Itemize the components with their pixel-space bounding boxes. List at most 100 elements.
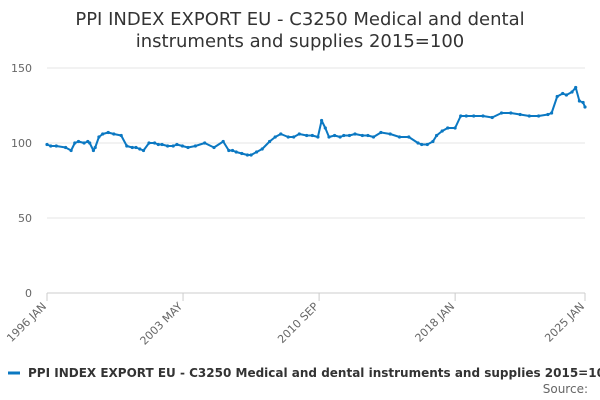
data-point[interactable] (388, 132, 392, 136)
data-point[interactable] (564, 93, 569, 97)
data-point[interactable] (171, 144, 175, 148)
data-point[interactable] (130, 145, 134, 150)
data-point[interactable] (153, 141, 157, 145)
data-point[interactable] (175, 142, 179, 147)
data-point[interactable] (69, 148, 73, 153)
data-point[interactable] (166, 144, 170, 148)
data-point[interactable] (49, 144, 53, 148)
data-point[interactable] (555, 94, 559, 99)
data-point[interactable] (453, 126, 457, 130)
chart-title-line-2: instruments and supplies 2015=100 (136, 31, 464, 52)
data-point[interactable] (333, 133, 337, 138)
data-point[interactable] (221, 139, 225, 144)
data-point[interactable] (273, 135, 277, 139)
data-point[interactable] (305, 133, 309, 138)
y-tick-label: 0 (25, 287, 32, 300)
data-point[interactable] (490, 115, 494, 120)
data-point[interactable] (416, 141, 420, 145)
data-point[interactable] (260, 147, 264, 151)
data-point[interactable] (472, 114, 476, 118)
data-point[interactable] (76, 139, 81, 144)
data-point[interactable] (141, 148, 146, 153)
data-point[interactable] (583, 105, 587, 109)
data-point[interactable] (327, 135, 331, 139)
data-point[interactable] (106, 130, 110, 135)
data-point[interactable] (212, 145, 216, 150)
data-point[interactable] (112, 132, 116, 136)
data-point[interactable] (234, 150, 238, 154)
data-point[interactable] (279, 132, 283, 136)
data-point[interactable] (93, 145, 97, 150)
data-point[interactable] (180, 144, 184, 148)
data-point[interactable] (134, 145, 138, 150)
data-point[interactable] (561, 91, 565, 96)
data-point[interactable] (574, 85, 578, 90)
data-point[interactable] (440, 129, 444, 133)
data-point[interactable] (397, 135, 402, 139)
data-point[interactable] (97, 135, 101, 139)
data-point[interactable] (320, 118, 324, 123)
data-point[interactable] (581, 100, 585, 105)
data-point[interactable] (338, 135, 342, 139)
data-point[interactable] (255, 150, 259, 154)
data-point[interactable] (379, 130, 383, 135)
data-point[interactable] (268, 139, 272, 144)
data-point[interactable] (292, 135, 296, 139)
data-point[interactable] (546, 112, 550, 117)
data-point[interactable] (435, 133, 439, 138)
data-point[interactable] (360, 133, 364, 138)
data-point[interactable] (353, 132, 357, 136)
data-point[interactable] (156, 142, 160, 147)
data-point[interactable] (138, 147, 142, 151)
x-tick-label: 2003 MAY (138, 300, 186, 348)
data-point[interactable] (371, 135, 376, 139)
data-point[interactable] (54, 144, 58, 148)
data-point[interactable] (88, 141, 92, 145)
data-point[interactable] (310, 133, 314, 138)
data-point[interactable] (527, 114, 531, 118)
data-point[interactable] (45, 142, 49, 147)
data-point[interactable] (481, 114, 485, 118)
data-point[interactable] (577, 99, 582, 103)
data-point[interactable] (82, 141, 86, 145)
data-point[interactable] (446, 126, 450, 130)
data-point[interactable] (464, 114, 468, 118)
data-point[interactable] (73, 141, 77, 145)
data-point[interactable] (570, 90, 574, 94)
data-point[interactable] (101, 132, 105, 136)
data-point[interactable] (186, 145, 190, 150)
data-point[interactable] (316, 135, 320, 139)
data-point[interactable] (64, 145, 68, 150)
data-point[interactable] (193, 144, 197, 148)
data-point[interactable] (509, 111, 513, 115)
data-point[interactable] (407, 135, 411, 139)
data-point[interactable] (91, 148, 95, 153)
data-point[interactable] (240, 151, 244, 156)
data-point[interactable] (431, 139, 435, 144)
data-point[interactable] (550, 111, 554, 115)
data-point[interactable] (420, 142, 424, 147)
data-point[interactable] (347, 133, 351, 138)
data-point[interactable] (297, 132, 301, 136)
data-point[interactable] (249, 153, 253, 157)
data-point[interactable] (160, 142, 164, 147)
data-point[interactable] (125, 144, 129, 148)
data-point[interactable] (245, 153, 249, 157)
data-point[interactable] (366, 133, 370, 138)
data-point[interactable] (518, 112, 522, 117)
data-point[interactable] (119, 133, 123, 138)
data-point[interactable] (323, 126, 327, 130)
data-point[interactable] (286, 135, 290, 139)
y-tick-label: 50 (18, 212, 32, 225)
x-tick-label: 1996 JAN (4, 300, 49, 345)
data-point[interactable] (459, 114, 463, 118)
legend-label[interactable]: PPI INDEX EXPORT EU - C3250 Medical and … (28, 366, 600, 380)
data-point[interactable] (425, 142, 429, 147)
data-point[interactable] (203, 141, 207, 145)
data-point[interactable] (342, 133, 346, 138)
data-point[interactable] (227, 148, 231, 153)
data-point[interactable] (499, 111, 504, 115)
data-point[interactable] (537, 114, 541, 118)
data-point[interactable] (230, 148, 235, 153)
data-point[interactable] (147, 141, 151, 145)
